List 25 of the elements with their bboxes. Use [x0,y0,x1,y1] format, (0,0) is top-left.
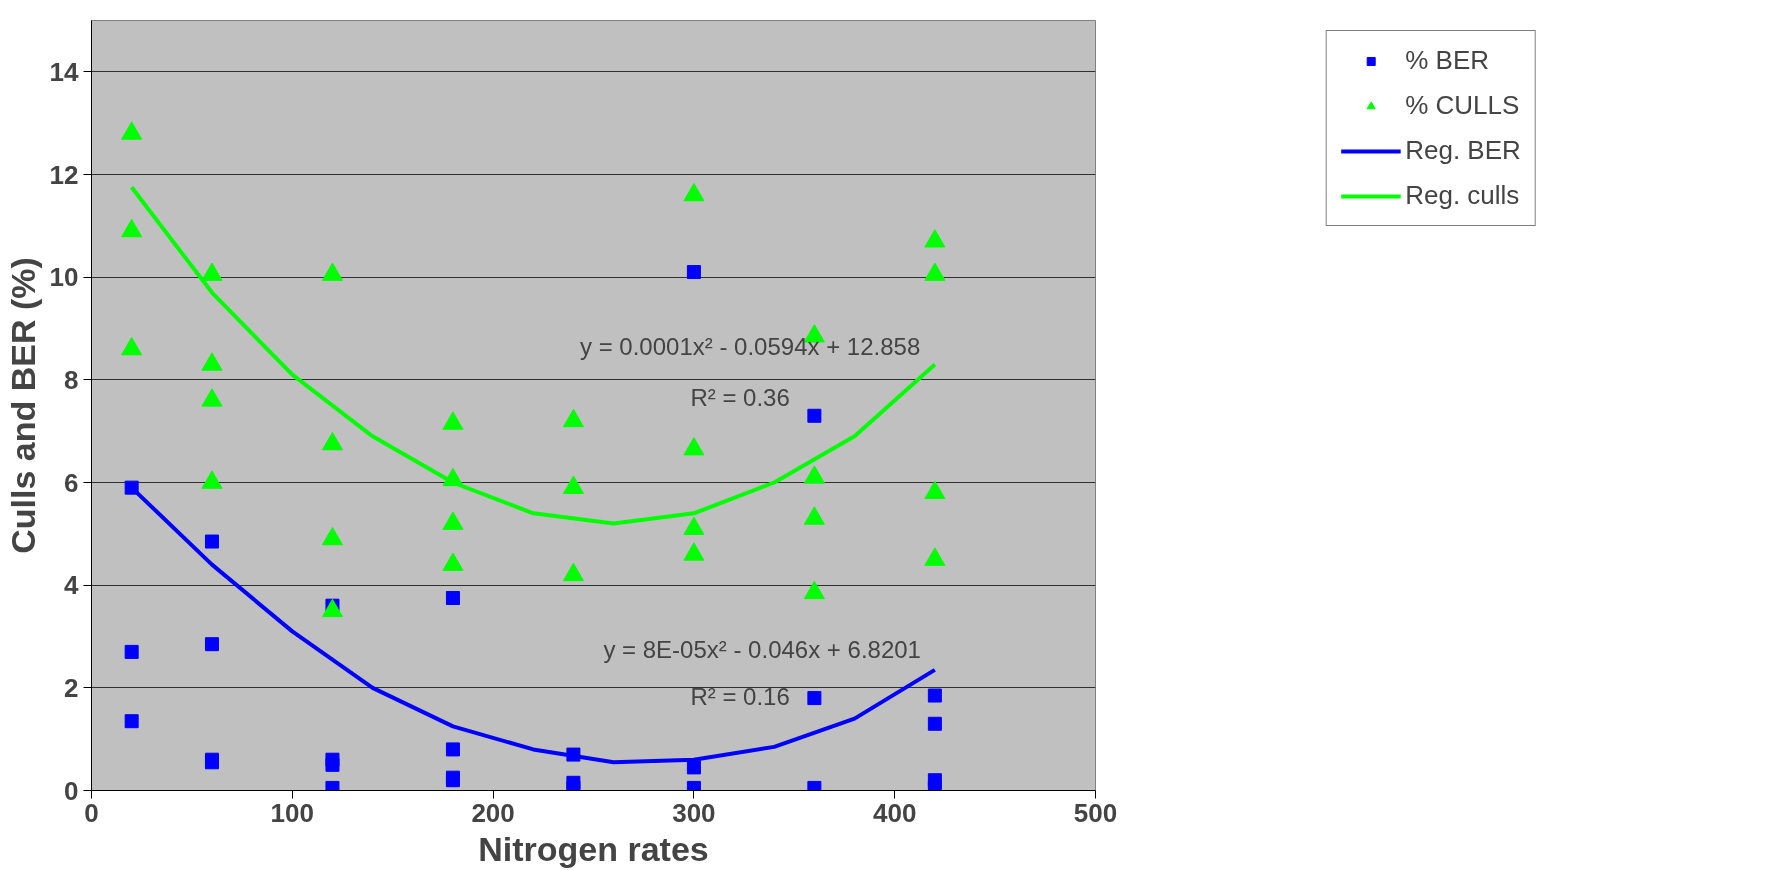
x-tick-label: 500 [1073,797,1118,828]
y-tick-label: 10 [49,262,79,293]
legend-label: Reg. BER [1405,135,1521,166]
y-tick-label: 14 [49,56,80,87]
legend-label: % CULLS [1405,90,1520,121]
annotation: R² = 0.16 [690,682,790,710]
annotation: R² = 0.36 [690,384,790,412]
x-tick-label: 0 [84,797,99,828]
y-tick-label: 4 [64,570,80,601]
legend-label: % BER [1405,45,1490,76]
y-axis-title: Culls and BER (%) [3,257,42,554]
y-tick-label: 12 [49,159,79,190]
x-tick-label: 200 [471,797,515,828]
x-tick-label: 100 [270,797,314,828]
x-tick-label: 400 [873,797,917,828]
y-tick-label: 2 [64,672,79,703]
legend-label: Reg. culls [1405,180,1520,211]
y-tick-label: 0 [64,775,79,806]
y-tick-label: 8 [64,364,79,395]
x-axis-title: Nitrogen rates [478,829,709,868]
y-tick-label: 6 [64,467,79,498]
x-tick-label: 300 [672,797,716,828]
annotation: y = 8E-05x² - 0.046x + 6.8201 [603,636,921,664]
line-series [129,185,937,526]
annotation: y = 0.0001x² - 0.0594x + 12.858 [580,332,921,360]
